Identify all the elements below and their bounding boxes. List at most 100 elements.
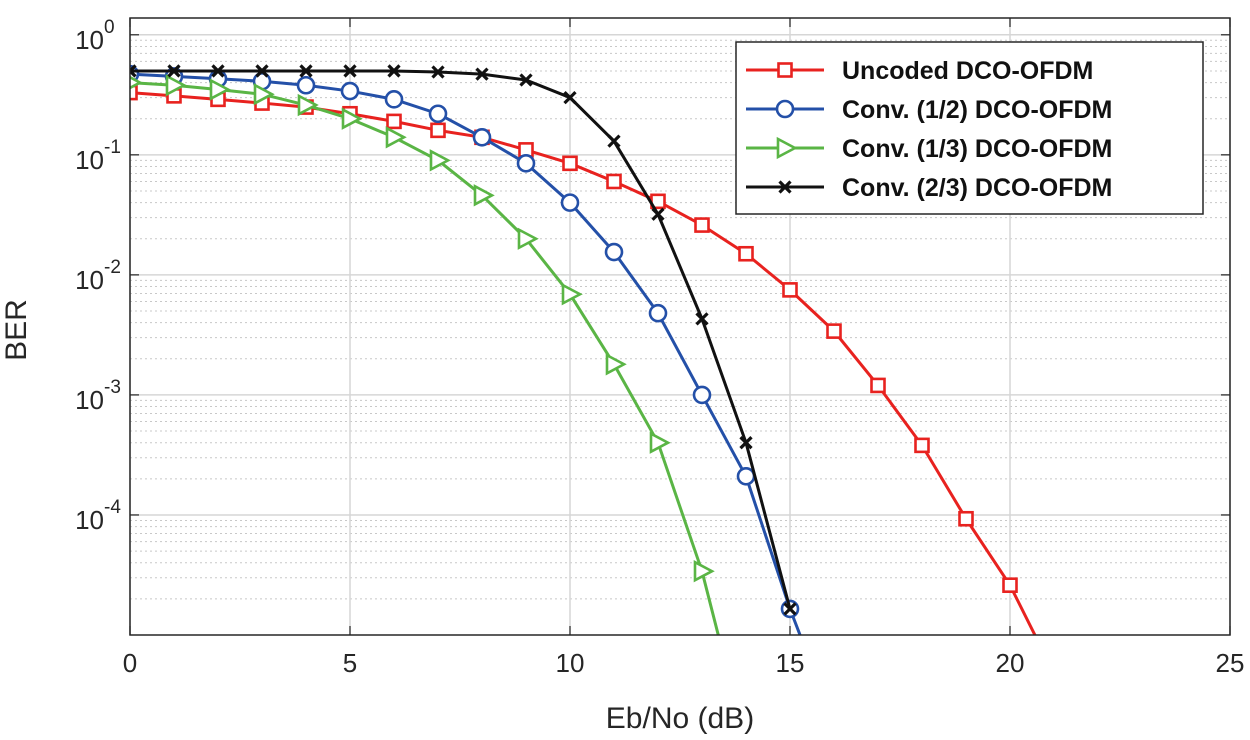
x-tick-label: 5	[343, 648, 357, 678]
series-line	[130, 91, 1037, 635]
data-point	[343, 64, 357, 78]
y-tick-exponent: -1	[104, 137, 121, 158]
x-tick-label: 0	[123, 648, 137, 678]
data-point	[255, 64, 269, 78]
data-point	[826, 323, 842, 339]
data-point	[693, 560, 715, 583]
data-point	[297, 93, 319, 117]
legend: Uncoded DCO-OFDM Conv. (1/2) DCO-OFDM Conv…	[735, 41, 1204, 215]
data-point	[299, 64, 313, 78]
y-tick-label: 10	[75, 385, 104, 415]
data-point-stroke	[211, 64, 225, 78]
data-point	[738, 245, 754, 262]
series-line	[130, 69, 792, 610]
y-tick-label: 10	[75, 145, 104, 175]
legend-label: Conv. (1/3) DCO-OFDM	[842, 135, 1112, 163]
data-point-stroke	[475, 67, 489, 81]
data-point	[695, 312, 709, 326]
data-point-stroke	[167, 64, 181, 78]
data-point-stroke	[130, 68, 137, 78]
x-axis-title: Eb/No (dB)	[606, 702, 754, 735]
data-point-stroke	[695, 312, 709, 326]
data-point	[778, 180, 792, 194]
data-point	[914, 437, 930, 454]
data-point	[385, 126, 407, 149]
x-tick-label: 25	[1216, 648, 1245, 678]
data-point-stroke	[343, 64, 357, 78]
data-point	[736, 466, 756, 486]
data-point	[341, 107, 363, 130]
data-point	[563, 90, 577, 105]
data-point	[782, 282, 798, 298]
data-point	[739, 436, 753, 450]
data-point	[692, 385, 712, 405]
data-point	[1002, 577, 1018, 593]
data-point	[776, 136, 798, 160]
data-point	[870, 377, 886, 394]
y-tick-label: 10	[75, 25, 104, 55]
data-point	[165, 74, 187, 97]
data-point	[386, 113, 402, 130]
data-point	[775, 99, 795, 119]
data-point	[651, 207, 665, 221]
plot-frame	[129, 17, 1231, 636]
data-point	[605, 353, 627, 376]
data-point-stroke	[387, 64, 401, 78]
data-point-stroke	[607, 134, 621, 148]
y-tick-exponent: -3	[104, 377, 121, 398]
y-tick-exponent: 0	[104, 17, 115, 38]
data-point-stroke	[431, 65, 445, 79]
data-point	[430, 122, 446, 139]
series-4	[130, 64, 797, 616]
data-point	[472, 128, 492, 147]
data-point	[604, 242, 624, 262]
data-point	[648, 303, 668, 323]
data-point	[475, 67, 489, 81]
data-point	[561, 283, 583, 306]
data-point	[519, 73, 533, 87]
y-axis-title: BER	[0, 299, 33, 361]
x-tick-label: 20	[996, 648, 1025, 678]
data-point	[429, 149, 451, 172]
y-tick-label: 10	[75, 265, 104, 295]
x-tick-label: 15	[776, 648, 805, 678]
data-point-stroke	[651, 207, 665, 221]
x-tick-label: 10	[556, 648, 585, 678]
data-point	[649, 431, 671, 454]
data-point-stroke	[739, 436, 753, 450]
data-point	[958, 510, 974, 527]
data-point	[253, 83, 275, 106]
y-tick-exponent: -2	[104, 257, 121, 278]
data-point	[340, 81, 360, 101]
data-point	[428, 104, 448, 124]
data-point	[606, 173, 622, 190]
y-tick-label: 10	[75, 505, 104, 535]
data-point-stroke	[783, 602, 797, 616]
data-point	[783, 602, 797, 616]
data-point-stroke	[519, 73, 533, 87]
data-point	[777, 62, 793, 78]
data-point	[387, 64, 401, 78]
data-point	[130, 64, 137, 78]
data-point	[431, 65, 445, 79]
legend-item: Conv. (2/3) DCO-OFDM	[746, 174, 1112, 202]
data-point	[516, 154, 536, 173]
legend-item: Uncoded DCO-OFDM	[746, 57, 1093, 85]
data-point-stroke	[130, 64, 137, 74]
data-point-stroke	[778, 180, 792, 194]
data-point	[473, 184, 495, 207]
data-point	[517, 227, 539, 250]
tick-marks	[129, 18, 1231, 635]
series-group	[130, 64, 1037, 635]
legend-label: Conv. (1/2) DCO-OFDM	[842, 96, 1112, 124]
legend-item: Conv. (1/3) DCO-OFDM	[746, 135, 1112, 163]
data-point	[209, 78, 231, 101]
data-point	[694, 217, 710, 233]
data-point-stroke	[255, 64, 269, 78]
series-1	[130, 84, 1037, 635]
legend-label: Uncoded DCO-OFDM	[842, 57, 1093, 85]
data-point	[562, 155, 578, 172]
data-point	[130, 84, 138, 101]
data-point	[560, 193, 580, 212]
